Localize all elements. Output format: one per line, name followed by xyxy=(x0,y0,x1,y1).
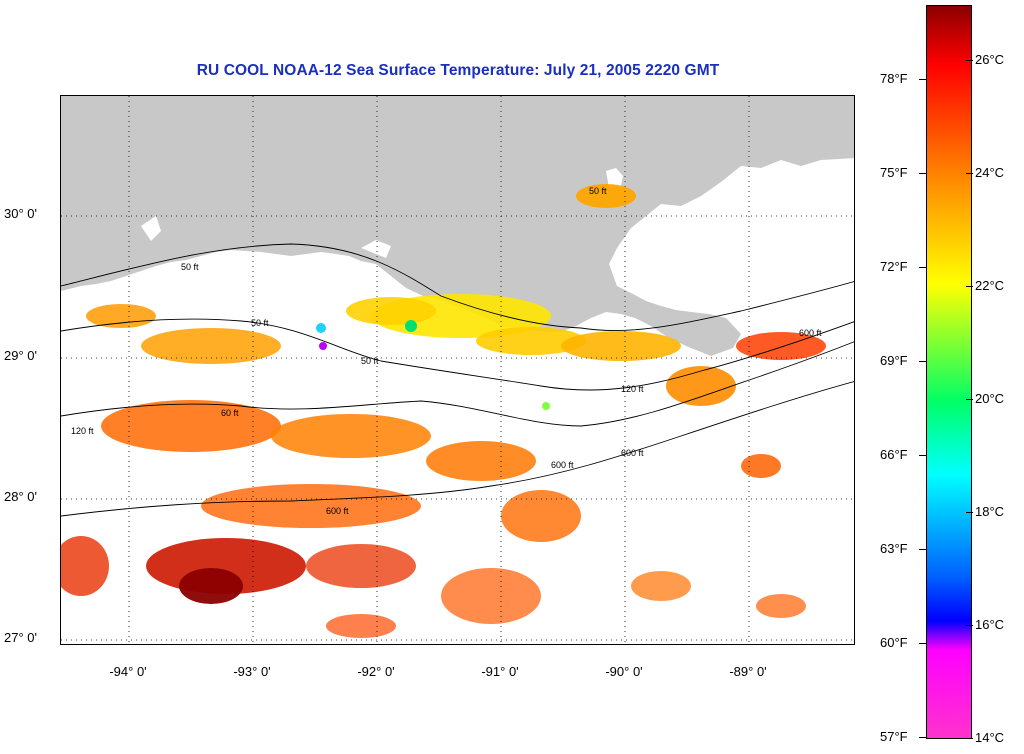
bathymetry-contours xyxy=(61,243,854,517)
colorbar-tick xyxy=(919,173,926,174)
contour-label: 120 ft xyxy=(71,426,94,436)
bays xyxy=(141,168,801,262)
fahrenheit-label: 63°F xyxy=(880,541,908,556)
contour-label: 50 ft xyxy=(251,318,269,328)
lon-label: -90° 0' xyxy=(605,664,643,679)
fahrenheit-label: 69°F xyxy=(880,353,908,368)
fahrenheit-label: 57°F xyxy=(880,729,908,744)
lon-label: -91° 0' xyxy=(481,664,519,679)
colorbar-tick xyxy=(966,173,973,174)
fahrenheit-label: 75°F xyxy=(880,165,908,180)
temperature-colorbar xyxy=(926,5,972,739)
lat-label: 29° 0' xyxy=(4,348,37,363)
land-mass xyxy=(61,96,854,356)
colorbar-tick xyxy=(966,286,973,287)
sst-map[interactable]: 50 ft 50 ft 50 ft 120 ft 60 ft 50 ft 600… xyxy=(60,95,855,645)
colorbar-tick xyxy=(919,737,926,738)
contour-label: 50 ft xyxy=(589,186,607,196)
colorbar-tick xyxy=(966,738,973,739)
contour-label: 50 ft xyxy=(361,356,379,366)
lat-label: 28° 0' xyxy=(4,489,37,504)
celsius-label: 26°C xyxy=(975,52,1005,67)
lon-label: -89° 0' xyxy=(729,664,767,679)
fahrenheit-label: 60°F xyxy=(880,635,908,650)
colorbar-tick xyxy=(919,549,926,550)
fahrenheit-label: 78°F xyxy=(880,71,908,86)
contour-label: 600 ft xyxy=(551,460,574,470)
celsius-label: 16°C xyxy=(975,617,1005,632)
fahrenheit-label: 66°F xyxy=(880,447,908,462)
fahrenheit-label: 72°F xyxy=(880,259,908,274)
lon-label: -92° 0' xyxy=(357,664,395,679)
lon-label: -94° 0' xyxy=(109,664,147,679)
contour-labels: 50 ft 50 ft 50 ft 120 ft 60 ft 50 ft 600… xyxy=(71,186,822,516)
colorbar-tick xyxy=(966,399,973,400)
lat-label: 30° 0' xyxy=(4,206,37,221)
colorbar-tick xyxy=(919,455,926,456)
contour-label: 120 ft xyxy=(621,384,644,394)
sst-data xyxy=(61,184,826,638)
celsius-label: 22°C xyxy=(975,278,1005,293)
colorbar-tick xyxy=(919,361,926,362)
contour-label: 600 ft xyxy=(326,506,349,516)
map-title: RU COOL NOAA-12 Sea Surface Temperature:… xyxy=(196,62,720,79)
colorbar-tick xyxy=(919,643,926,644)
contour-label: 50 ft xyxy=(181,262,199,272)
contour-label: 600 ft xyxy=(799,328,822,338)
celsius-label: 20°C xyxy=(975,391,1005,406)
colorbar-tick xyxy=(966,512,973,513)
lon-label: -93° 0' xyxy=(233,664,271,679)
lat-label: 27° 0' xyxy=(4,630,37,645)
colorbar-tick xyxy=(919,267,926,268)
lat-lon-grid xyxy=(61,96,854,644)
celsius-label: 24°C xyxy=(975,165,1005,180)
celsius-label: 14°C xyxy=(975,730,1005,745)
contour-label: 600 ft xyxy=(621,448,644,458)
contour-label: 60 ft xyxy=(221,408,239,418)
colorbar-tick xyxy=(919,79,926,80)
celsius-label: 18°C xyxy=(975,504,1005,519)
colorbar-tick xyxy=(966,625,973,626)
colorbar-tick xyxy=(966,60,973,61)
